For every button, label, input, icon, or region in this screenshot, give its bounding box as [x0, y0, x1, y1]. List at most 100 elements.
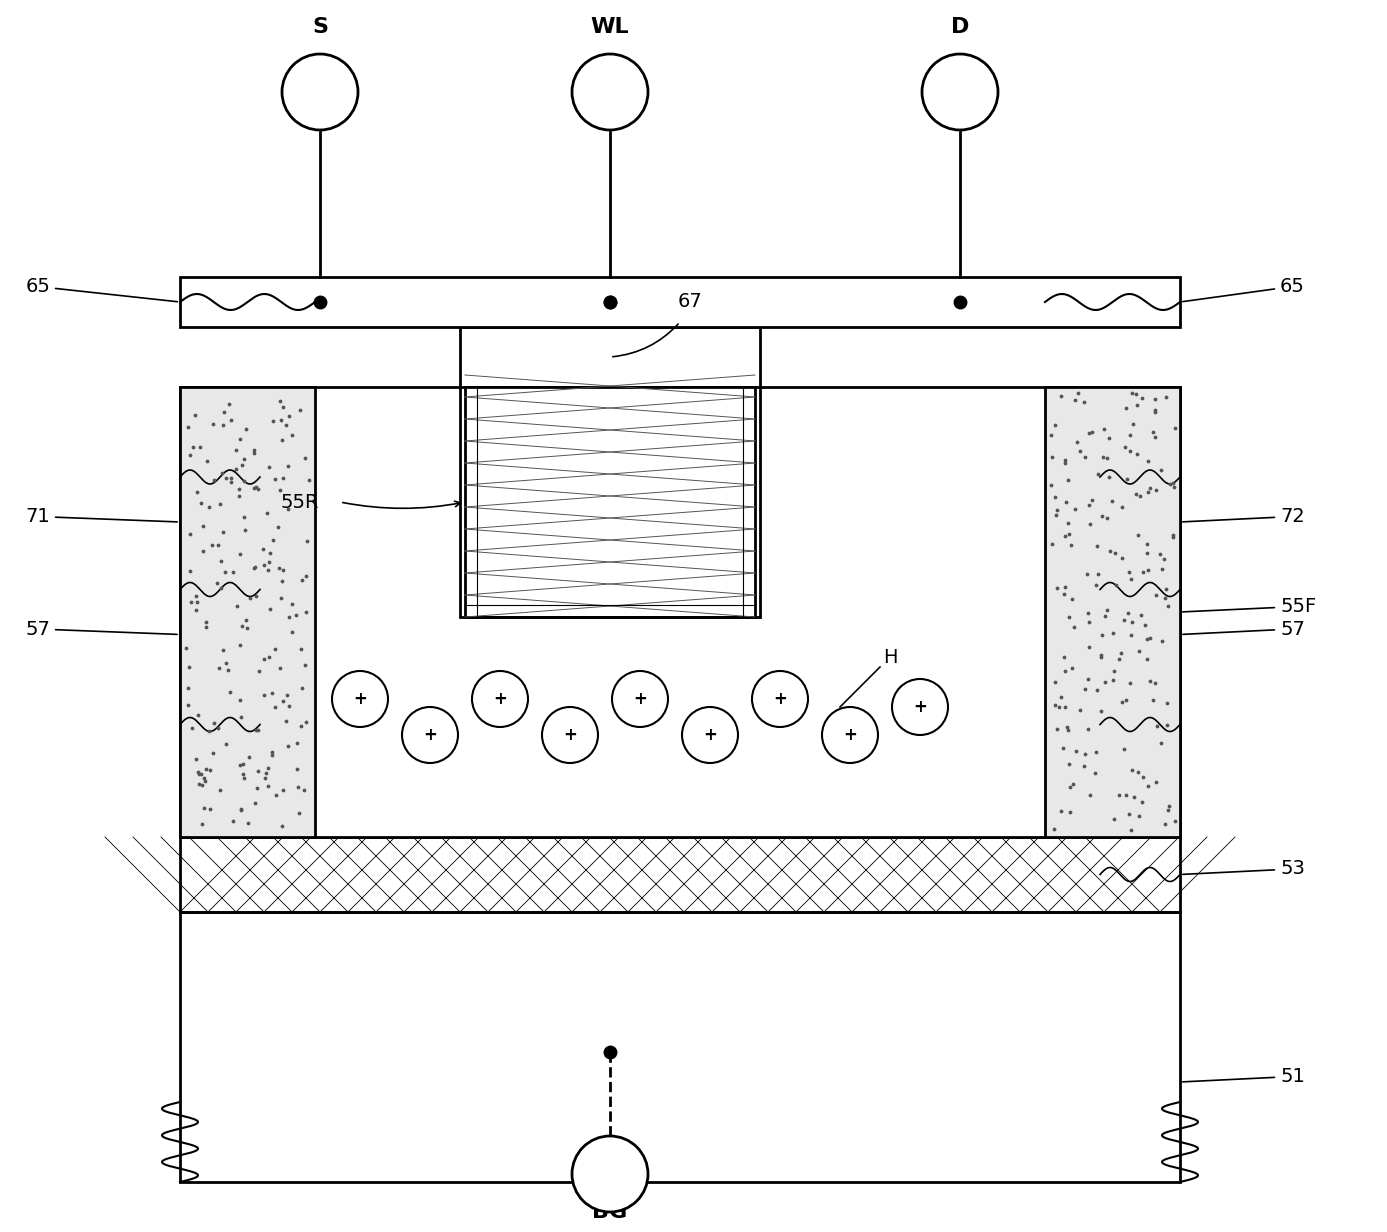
- Point: [1054, 660, 1076, 680]
- Point: [189, 774, 211, 793]
- Point: [189, 437, 211, 457]
- Text: 65: 65: [25, 277, 178, 302]
- Point: [272, 816, 294, 835]
- Circle shape: [472, 671, 528, 727]
- Point: [269, 658, 291, 678]
- Point: [186, 483, 208, 503]
- Point: [1157, 596, 1179, 616]
- Point: [1057, 524, 1079, 543]
- Point: [1072, 756, 1094, 776]
- Point: [272, 781, 294, 801]
- Point: [277, 696, 300, 716]
- Point: [1079, 514, 1101, 533]
- Point: [208, 658, 230, 678]
- Point: [179, 445, 201, 464]
- Point: [232, 754, 254, 774]
- Point: [1040, 425, 1062, 445]
- Point: [1126, 445, 1148, 464]
- Point: [1093, 606, 1115, 626]
- Point: [230, 801, 252, 821]
- Point: [1065, 740, 1087, 760]
- Point: [1085, 763, 1107, 782]
- Point: [1164, 419, 1186, 439]
- Point: [1046, 718, 1068, 738]
- Point: [179, 593, 201, 612]
- Text: 72: 72: [1183, 508, 1305, 526]
- Point: [187, 705, 209, 724]
- Point: [272, 561, 294, 580]
- Circle shape: [752, 671, 809, 727]
- Point: [1089, 646, 1111, 665]
- Point: [1118, 562, 1140, 582]
- Point: [1064, 499, 1086, 519]
- Point: [1121, 625, 1143, 644]
- Point: [1122, 414, 1144, 434]
- Point: [259, 599, 282, 618]
- Point: [272, 691, 294, 711]
- Point: [1143, 402, 1165, 421]
- Point: [1101, 622, 1123, 642]
- Point: [1162, 527, 1184, 547]
- Text: +: +: [563, 726, 577, 744]
- Point: [1117, 469, 1139, 489]
- Point: [176, 678, 198, 697]
- Point: [1115, 691, 1137, 711]
- Point: [1054, 451, 1076, 471]
- Point: [1078, 423, 1100, 442]
- Text: WL: WL: [591, 17, 630, 37]
- Point: [198, 760, 221, 780]
- Point: [261, 745, 283, 765]
- Point: [287, 803, 309, 823]
- Point: [1104, 575, 1126, 595]
- Point: [229, 429, 251, 448]
- Point: [1103, 662, 1125, 681]
- Circle shape: [282, 54, 358, 131]
- Point: [1118, 441, 1140, 461]
- Text: 55R: 55R: [280, 493, 319, 511]
- Point: [1087, 564, 1110, 584]
- Point: [1092, 506, 1114, 526]
- Point: [233, 448, 255, 468]
- Point: [212, 522, 234, 542]
- Point: [1043, 819, 1065, 839]
- Point: [194, 771, 216, 791]
- Point: [207, 718, 229, 738]
- Point: [1151, 631, 1173, 650]
- Point: [226, 596, 248, 616]
- Point: [1128, 806, 1150, 825]
- Point: [219, 683, 241, 702]
- Point: [214, 402, 236, 421]
- Point: [186, 591, 208, 611]
- Point: [244, 719, 266, 739]
- Text: +: +: [354, 690, 368, 708]
- Point: [1096, 600, 1118, 620]
- Point: [190, 494, 212, 514]
- Point: [254, 768, 276, 787]
- Point: [1125, 384, 1147, 404]
- Point: [270, 430, 293, 450]
- Point: [290, 638, 312, 658]
- Point: [234, 419, 257, 439]
- Point: [1054, 492, 1076, 511]
- Point: [264, 639, 286, 659]
- Point: [1157, 801, 1179, 821]
- Point: [1078, 495, 1100, 515]
- Point: [1154, 814, 1176, 834]
- Point: [229, 755, 251, 775]
- Point: [1108, 649, 1130, 669]
- Point: [1151, 559, 1173, 579]
- Point: [261, 683, 283, 702]
- Point: [245, 477, 268, 496]
- Point: [1150, 461, 1172, 480]
- Point: [248, 660, 270, 680]
- Point: [1137, 482, 1160, 501]
- Point: [1161, 473, 1183, 493]
- Point: [276, 685, 298, 705]
- Point: [1119, 425, 1142, 445]
- Point: [1087, 463, 1110, 483]
- Text: +: +: [492, 690, 506, 708]
- Bar: [180, 387, 315, 837]
- Point: [1146, 772, 1168, 792]
- Point: [1080, 423, 1103, 442]
- Point: [1135, 616, 1157, 636]
